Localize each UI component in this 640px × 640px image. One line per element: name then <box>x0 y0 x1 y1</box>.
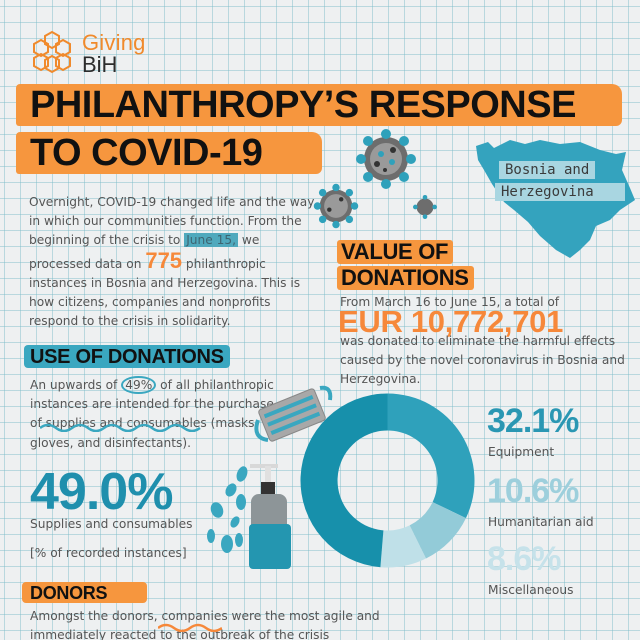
highlighted-date: June 15, <box>184 233 239 248</box>
page-title-line-2: TO COVID-19 <box>16 132 322 174</box>
donut-segment-miscellaneous <box>380 525 426 568</box>
map-label-line-1: Bosnia and <box>499 161 596 179</box>
humanitarian-aid-label: Humanitarian aid <box>488 515 594 529</box>
intro-paragraph: Overnight, COVID-19 changed life and the… <box>29 195 315 329</box>
value-intro-text: From March 16 to June 15, a total of <box>340 295 560 309</box>
supplies-label: Supplies and consumables <box>30 517 193 531</box>
use-of-donations-heading: USE OF DONATIONS <box>24 345 230 368</box>
donut-segment-humanitarian-aid <box>409 502 466 559</box>
supplies-percentage: 49.0% <box>30 463 173 521</box>
coronavirus-icon <box>413 195 437 219</box>
use-of-donations-text: An upwards of 49% of all philanthropic i… <box>30 376 274 450</box>
giving-bih-logo: Giving BiH <box>28 28 158 77</box>
hexagon-flower-logo-icon <box>33 30 71 74</box>
donut-segment-equipment <box>387 393 475 519</box>
miscellaneous-label: Miscellaneous <box>488 583 574 597</box>
percentage-note: [% of recorded instances] <box>30 546 187 560</box>
donors-text: Amongst the donors, companies were the m… <box>30 609 380 640</box>
face-mask-icon <box>254 385 333 442</box>
equipment-percentage: 32.1% <box>487 402 579 440</box>
highlight-49-percent: 49% <box>121 376 157 394</box>
squiggle-underline-icon <box>40 423 201 432</box>
map-label-line-2: Herzegovina <box>495 183 625 201</box>
total-donation-amount: EUR 10,772,701 <box>338 304 564 339</box>
equipment-label: Equipment <box>488 445 555 459</box>
logo-text-giving: Giving <box>82 30 146 55</box>
squiggle-underline-icon <box>158 623 222 632</box>
instance-count: 775 <box>145 247 183 273</box>
humanitarian-aid-percentage: 10.6% <box>487 472 579 510</box>
donations-donut-chart <box>300 393 475 568</box>
coronavirus-icon <box>356 129 416 189</box>
page-title-line-1: PHILANTHROPY’S RESPONSE <box>16 84 622 126</box>
value-of-donations-heading: VALUE OF DONATIONS <box>337 240 474 290</box>
value-description: was donated to eliminate the harmful eff… <box>340 334 625 387</box>
donut-segment-supplies <box>300 393 388 568</box>
miscellaneous-percentage: 8.6% <box>487 540 561 578</box>
hand-sanitizer-icon <box>207 464 291 569</box>
donors-heading: DONORS <box>22 582 147 603</box>
coronavirus-icon <box>313 183 359 229</box>
logo-text-bih: BiH <box>82 52 118 77</box>
